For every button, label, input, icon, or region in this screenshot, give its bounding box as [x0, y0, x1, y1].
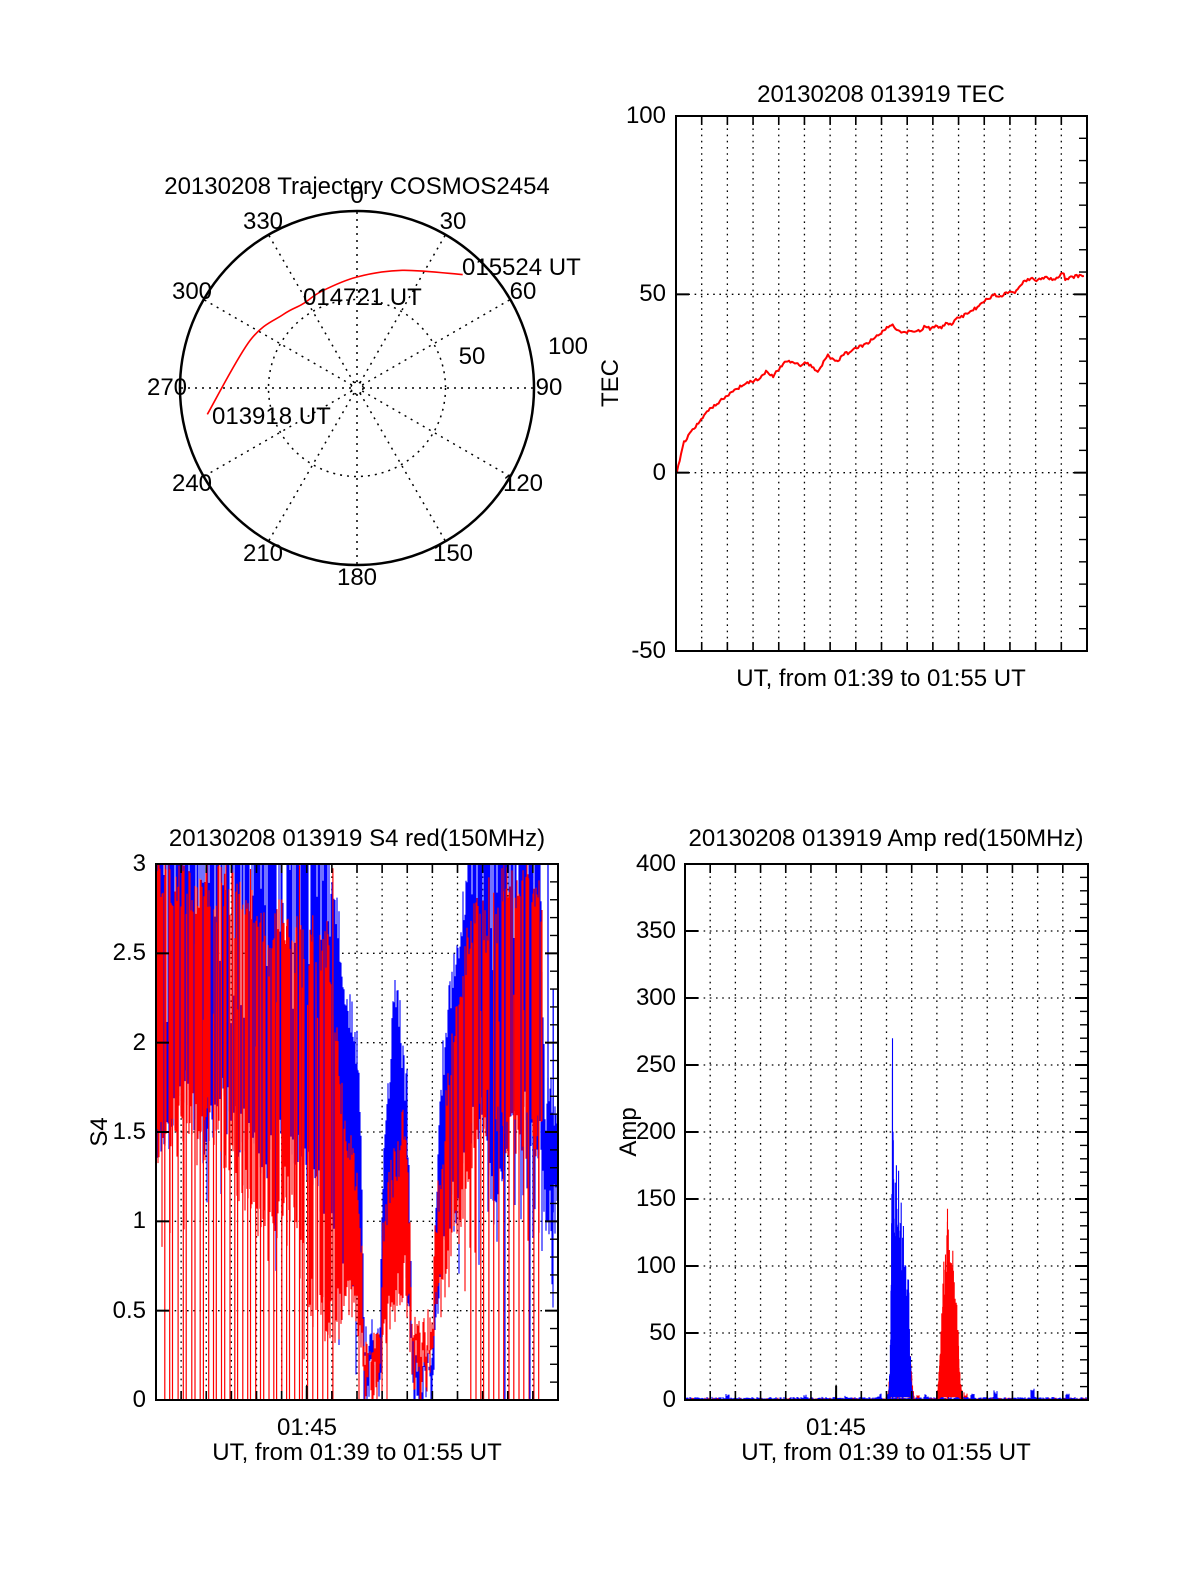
tec-title: 20130208 013919 TEC: [757, 81, 1005, 108]
azimuth-tick-30: 30: [439, 208, 467, 235]
trajectory-time-mid: 014721 UT: [303, 284, 422, 311]
tec-grid: [676, 116, 1087, 651]
amp-ytick-150: 150: [635, 1185, 676, 1212]
amp-ytick-400: 400: [635, 850, 676, 877]
azimuth-tick-90: 90: [535, 374, 563, 401]
amp-ytick-100: 100: [635, 1252, 676, 1279]
amp-ytick-300: 300: [635, 984, 676, 1011]
azimuth-tick-150: 150: [432, 540, 474, 567]
tec-ytick-m50: -50: [631, 637, 666, 664]
s4-ytick-3: 3: [132, 850, 146, 877]
amp-ytick-50: 50: [649, 1319, 676, 1346]
s4-xlabel: UT, from 01:39 to 01:55 UT: [212, 1439, 502, 1466]
trajectory-time-start: 013918 UT: [212, 403, 331, 430]
s4-title: 20130208 013919 S4 red(150MHz): [168, 825, 546, 852]
tec-ytick-0: 0: [652, 459, 666, 486]
azimuth-tick-270: 270: [146, 374, 188, 401]
s4-ytick-2p5: 2.5: [112, 939, 146, 966]
s4-ytick-1: 1: [132, 1207, 146, 1234]
azimuth-tick-60: 60: [509, 278, 537, 305]
s4-red-dropouts: [164, 865, 540, 1400]
azimuth-tick-330: 330: [242, 208, 284, 235]
tec-series: [675, 272, 1085, 473]
amp-xtick-0145: 01:45: [805, 1414, 867, 1441]
azimuth-tick-0: 0: [350, 182, 364, 209]
tec-axes: [675, 115, 1088, 652]
tec-xlabel: UT, from 01:39 to 01:55 UT: [736, 665, 1026, 692]
s4-ytick-0p5: 0.5: [112, 1297, 146, 1324]
s4-ytick-2: 2: [132, 1029, 146, 1056]
azimuth-tick-300: 300: [171, 278, 213, 305]
tec-ytick-50: 50: [639, 280, 666, 307]
azimuth-tick-240: 240: [171, 470, 213, 497]
trajectory-title: 20130208 Trajectory COSMOS2454: [164, 173, 550, 200]
s4-axes: [155, 863, 559, 1401]
amp-ytick-200: 200: [635, 1118, 676, 1145]
tec-ylabel: TEC: [597, 359, 624, 407]
s4-ytick-0: 0: [132, 1386, 146, 1413]
amp-grid: [685, 864, 1088, 1400]
s4-ytick-1p5: 1.5: [112, 1118, 146, 1145]
tec-ytick-100: 100: [625, 102, 666, 129]
azimuth-tick-210: 210: [242, 540, 284, 567]
radius-tick-100: 100: [547, 333, 589, 360]
s4-blue-vlines: [504, 864, 554, 1400]
azimuth-tick-120: 120: [502, 470, 544, 497]
amp-xlabel: UT, from 01:39 to 01:55 UT: [741, 1439, 1031, 1466]
s4-xtick-0145: 01:45: [276, 1414, 338, 1441]
trajectory-time-end: 015524 UT: [462, 254, 581, 281]
trajectory-plot: [178, 209, 536, 567]
amp-axes: [684, 863, 1089, 1401]
amp-title: 20130208 013919 Amp red(150MHz): [688, 825, 1084, 852]
amp-burst2-red: [935, 1208, 964, 1400]
amp-ytick-350: 350: [635, 917, 676, 944]
amp-burst1-blue: [885, 1038, 914, 1400]
s4-ylabel: S4: [86, 1117, 113, 1147]
radius-tick-50: 50: [458, 343, 486, 370]
azimuth-tick-180: 180: [336, 564, 378, 591]
amp-ytick-250: 250: [635, 1051, 676, 1078]
amp-ytick-0: 0: [662, 1386, 676, 1413]
